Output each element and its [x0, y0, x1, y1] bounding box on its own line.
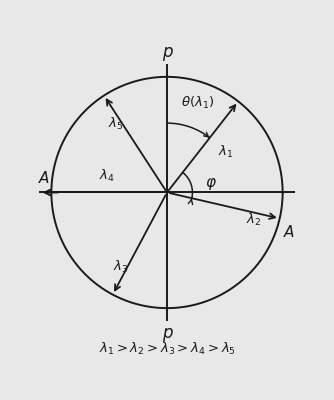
Text: φ: φ	[205, 174, 215, 190]
Text: p: p	[162, 324, 172, 342]
Text: $\lambda_3$: $\lambda_3$	[113, 259, 129, 275]
Text: $\lambda_4$: $\lambda_4$	[99, 168, 115, 184]
Text: A: A	[39, 170, 49, 186]
Text: $\lambda_2$: $\lambda_2$	[246, 212, 262, 228]
Text: $\theta(\lambda_1)$: $\theta(\lambda_1)$	[181, 95, 214, 111]
Text: $\lambda_1$: $\lambda_1$	[217, 144, 233, 160]
Text: $\lambda_5$: $\lambda_5$	[108, 116, 124, 132]
Text: A: A	[284, 226, 295, 240]
Text: p: p	[162, 43, 172, 61]
Text: $\lambda_1>\lambda_2>\lambda_3>\lambda_4>\lambda_5$: $\lambda_1>\lambda_2>\lambda_3>\lambda_4…	[99, 340, 235, 357]
